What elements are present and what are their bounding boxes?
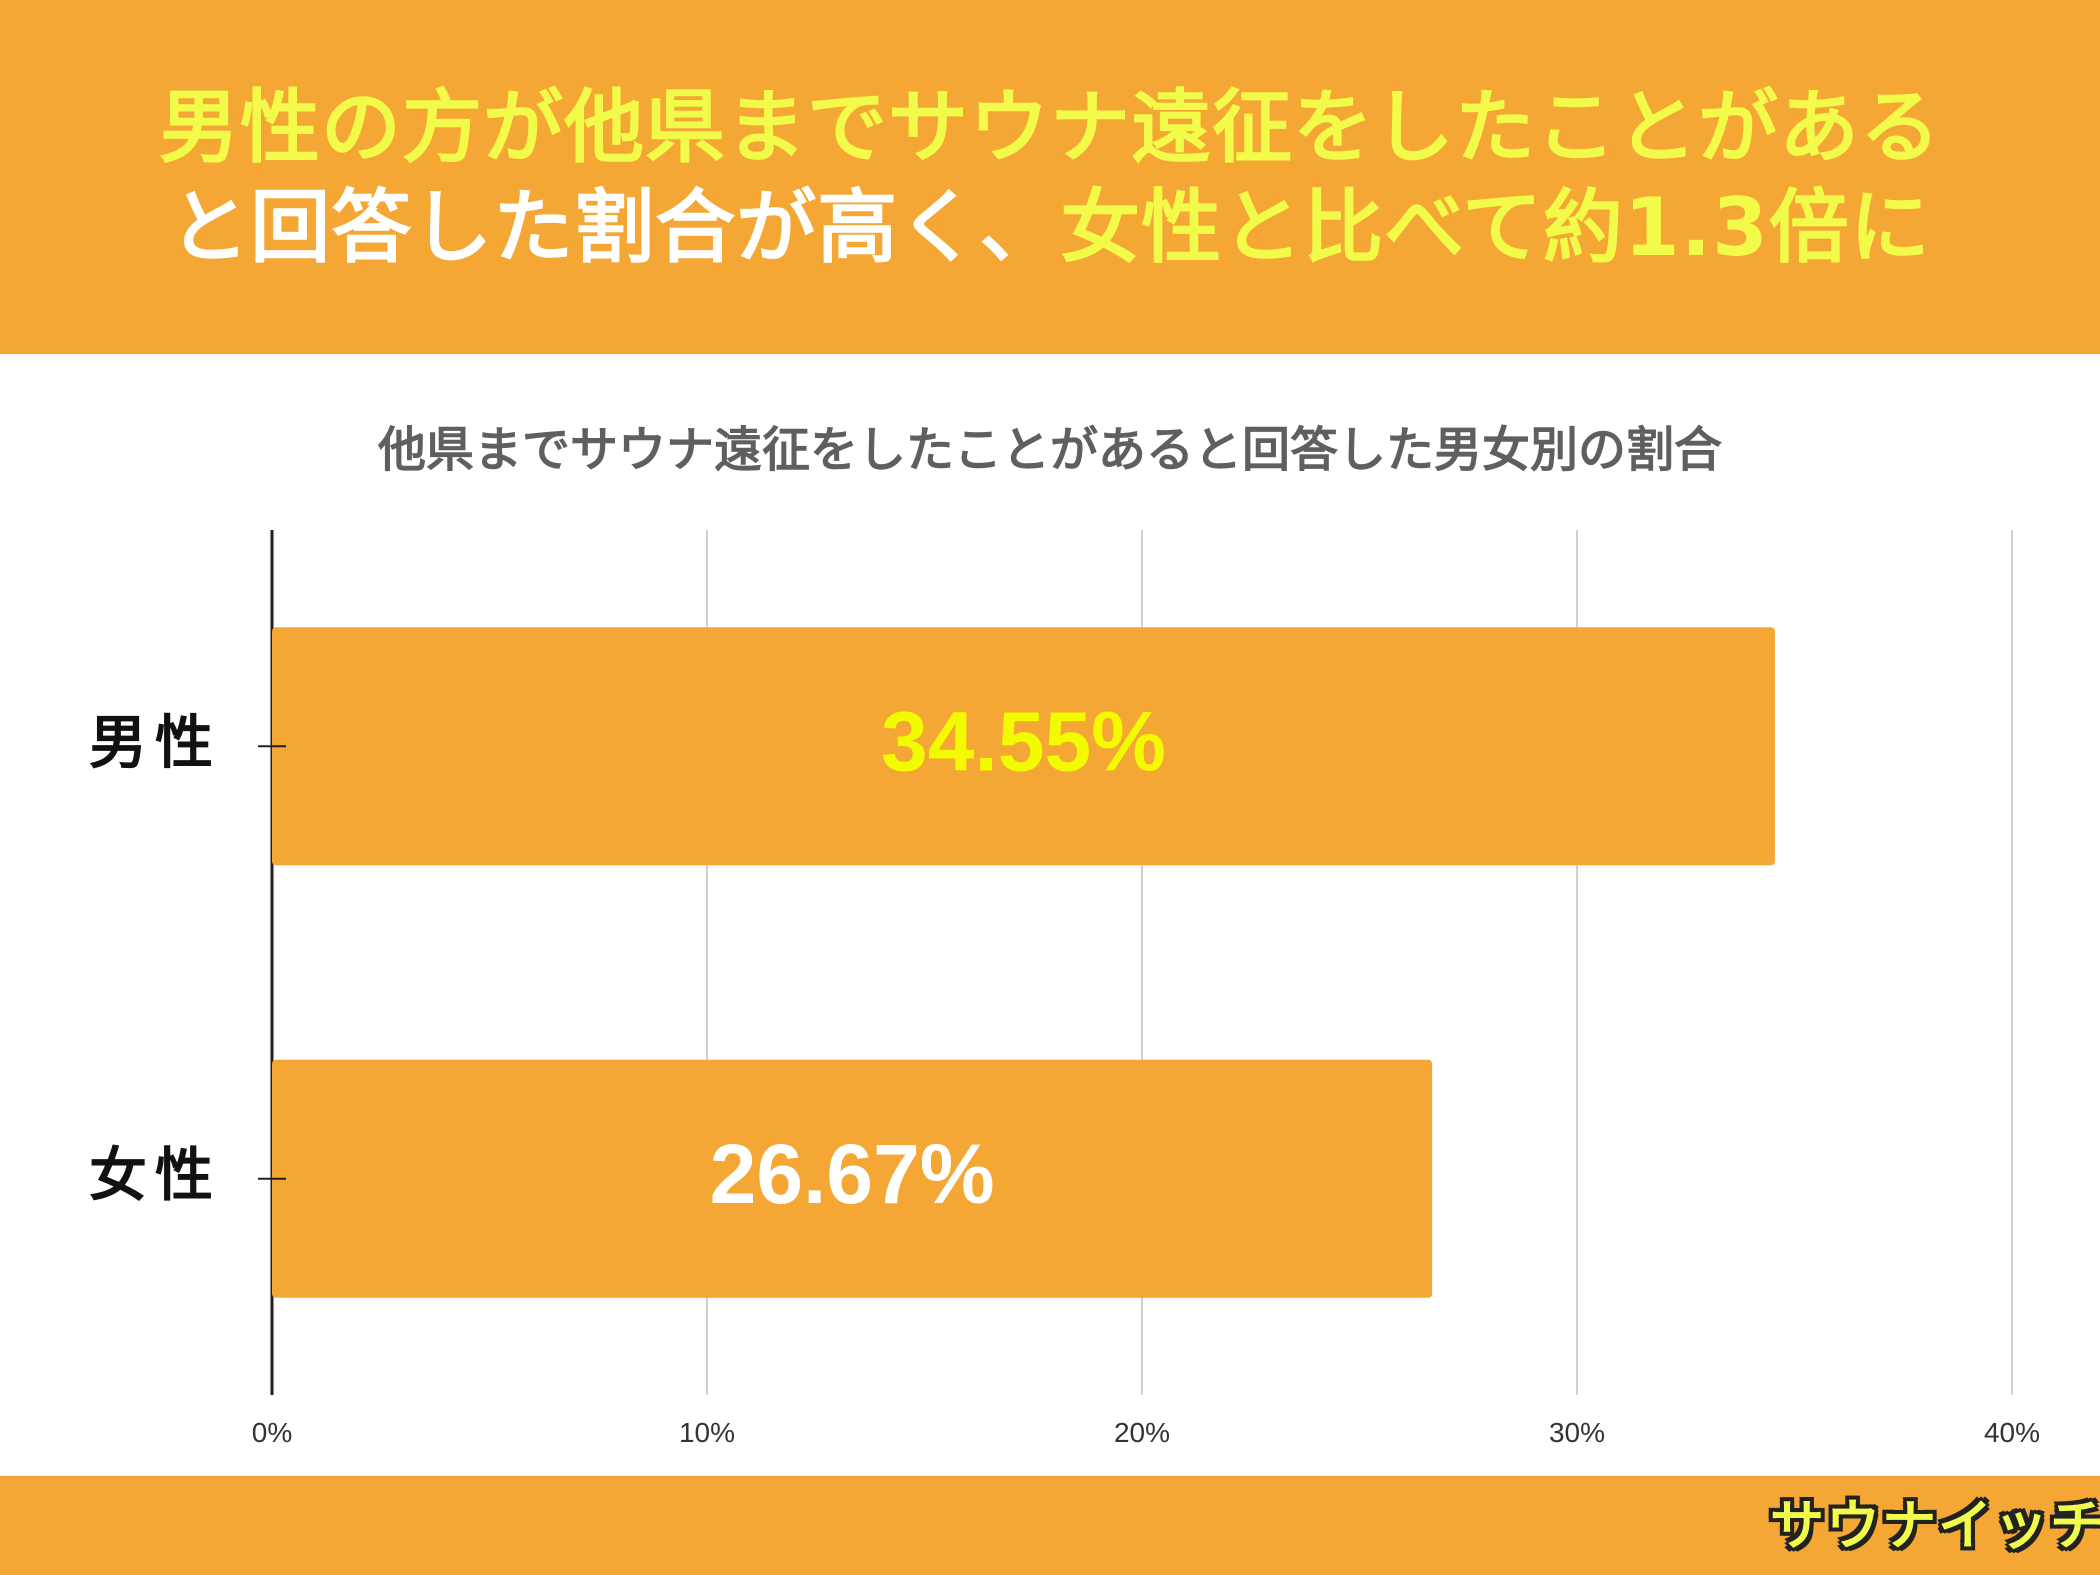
x-tick-label: 10% xyxy=(679,1417,735,1448)
footer-banner: サウナイッチ xyxy=(0,1476,2100,1575)
x-tick-label: 40% xyxy=(1984,1417,2040,1448)
headline-line-2-white-text: と回答した割合が高く、 xyxy=(169,181,1061,274)
x-tick-label: 30% xyxy=(1549,1417,1605,1448)
headline-line-1-text: 男性の方が他県までサウナ遠征をしたことがある xyxy=(159,81,1941,174)
bar-chart: 0% 10% 20% 30% 40% 男性 34.55% 女性 26.67% xyxy=(89,530,2040,1448)
brand-logo: サウナイッチ xyxy=(1770,1484,2100,1568)
headline-line-2: と回答した割合が高く、女性と比べて約1.3倍に xyxy=(0,180,2100,276)
x-tick-label: 20% xyxy=(1114,1417,1170,1448)
chart-title: 他県までサウナ遠征をしたことがあると回答した男女別の割合 xyxy=(377,422,1722,478)
headline-line-2-yellow-text: 女性と比べて約1.3倍に xyxy=(1060,181,1931,274)
headline-line-1: 男性の方が他県までサウナ遠征をしたことがある xyxy=(0,80,2100,176)
data-label: 34.55% xyxy=(881,694,1166,788)
bar xyxy=(272,1059,1433,1298)
brand-logo-text: サウナイッチ xyxy=(1770,1494,2100,1557)
data-label: 26.67% xyxy=(710,1127,995,1221)
category-label: 女性 xyxy=(89,1141,221,1209)
header-banner: 男性の方が他県までサウナ遠征をしたことがある と回答した割合が高く、女性と比べて… xyxy=(0,0,2100,354)
category-label: 男性 xyxy=(89,708,221,776)
bar xyxy=(272,627,1775,866)
x-tick-label: 0% xyxy=(252,1417,292,1448)
